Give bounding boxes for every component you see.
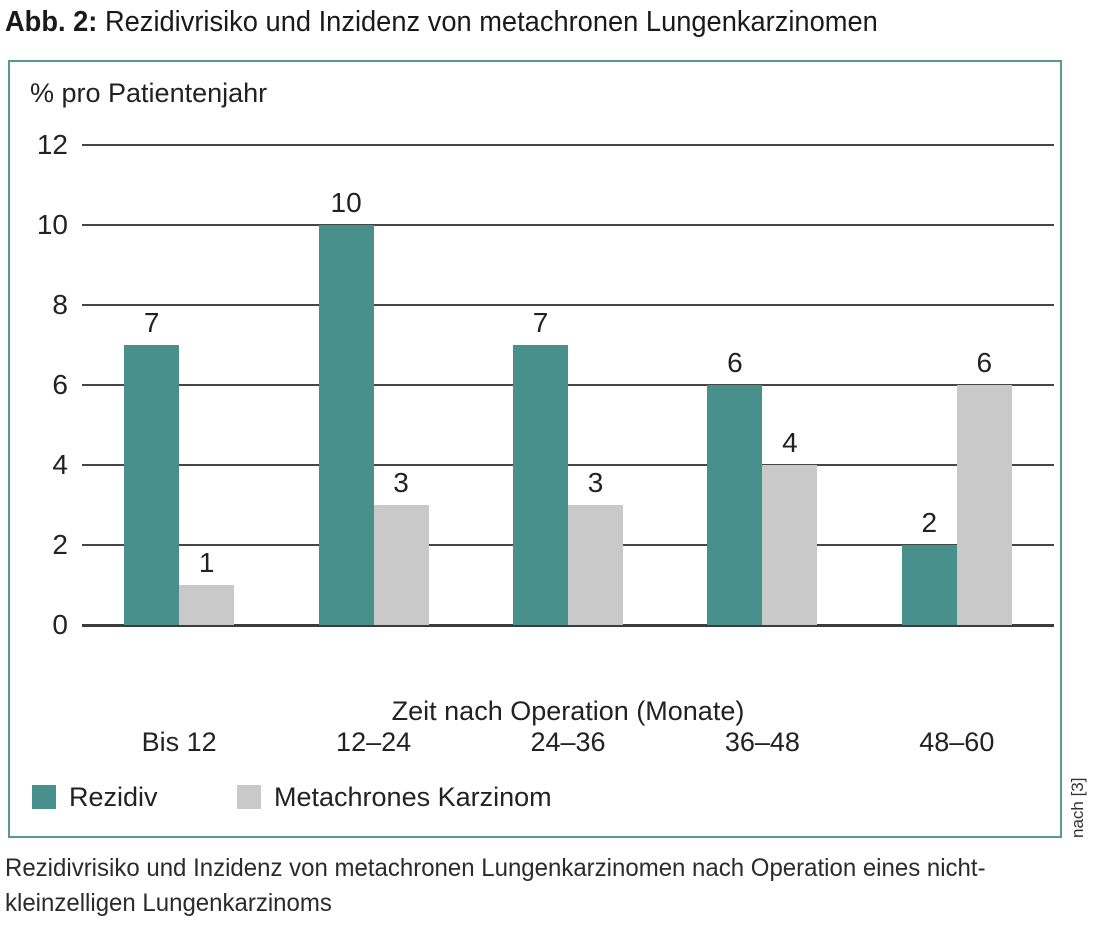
chart-panel: % pro Patientenjahr 0 2 4 6 8 10 12 7 1 Bis 12 10 3… xyxy=(8,60,1062,838)
bar-value-label: 10 xyxy=(330,187,362,218)
legend-label-metachrones-karzinom: Metachrones Karzinom xyxy=(274,781,552,812)
figure-caption: Rezidivrisiko und Inzidenz von metachron… xyxy=(5,854,986,917)
bar-rezidiv xyxy=(707,385,763,625)
figure-title: Abb. 2: Rezidivrisiko und Inzidenz von m… xyxy=(5,6,878,39)
x-tick-label: 12–24 xyxy=(336,727,412,757)
x-axis-baseline xyxy=(82,624,1054,627)
bar-metachrones xyxy=(373,505,429,625)
plot-area: 0 2 4 6 8 10 12 7 1 Bis 12 10 3 12–24 7 3 24–36 6 4 36–48 2… xyxy=(37,130,1054,757)
legend-swatch-rezidiv xyxy=(32,785,56,809)
bar-value-label: 3 xyxy=(393,467,409,498)
x-tick-label: 24–36 xyxy=(530,727,606,757)
source-note-text: nach [3] xyxy=(1068,777,1087,839)
bar-rezidiv xyxy=(901,545,957,625)
legend-item-rezidiv: Rezidiv xyxy=(32,781,158,812)
bar-rezidiv xyxy=(124,345,180,625)
source-note: nach [3] xyxy=(1068,748,1090,839)
bar-value-label: 1 xyxy=(198,547,215,578)
gridline xyxy=(82,464,1054,466)
bar-rezidiv xyxy=(318,225,374,625)
bar-rezidiv xyxy=(513,345,568,625)
y-tick-label: 6 xyxy=(52,369,68,400)
bar-metachrones xyxy=(568,505,623,625)
x-tick-label: 48–60 xyxy=(919,727,995,757)
bar-value-label: 3 xyxy=(587,467,604,498)
bar-metachrones xyxy=(956,385,1012,625)
gridline xyxy=(82,224,1054,226)
bar-metachrones xyxy=(762,465,818,625)
legend-label-rezidiv: Rezidiv xyxy=(69,781,158,812)
gridline xyxy=(82,384,1054,386)
x-tick-label: Bis 12 xyxy=(141,727,217,757)
y-axis-label: % pro Patientenjahr xyxy=(30,78,268,108)
bar-value-label: 6 xyxy=(976,347,993,378)
y-tick-label: 0 xyxy=(52,609,68,640)
y-tick-label: 12 xyxy=(36,129,68,160)
x-axis-title: Zeit nach Operation (Monate) xyxy=(391,696,745,726)
bar-value-label: 6 xyxy=(727,347,743,378)
x-tick-label: 36–48 xyxy=(724,727,800,757)
legend-swatch-metachrones-karzinom xyxy=(237,785,261,809)
y-tick-label: 2 xyxy=(52,529,68,560)
gridline xyxy=(82,144,1054,146)
figure-title-text: Rezidivrisiko und Inzidenz von metachron… xyxy=(104,6,878,38)
y-tick-label: 4 xyxy=(52,449,68,480)
figure-label: Abb. 2: xyxy=(5,6,98,38)
bar-value-label: 7 xyxy=(532,307,549,338)
bar-value-label: 7 xyxy=(143,307,160,338)
bar-metachrones xyxy=(179,585,235,625)
legend: Rezidiv Metachrones Karzinom xyxy=(10,781,1060,813)
legend-item-metachrones-karzinom: Metachrones Karzinom xyxy=(237,781,552,812)
bar-value-label: 4 xyxy=(782,427,798,458)
gridline xyxy=(82,304,1054,306)
bar-value-label: 2 xyxy=(921,507,938,538)
y-tick-label: 10 xyxy=(36,209,68,240)
y-tick-label: 8 xyxy=(52,289,68,320)
